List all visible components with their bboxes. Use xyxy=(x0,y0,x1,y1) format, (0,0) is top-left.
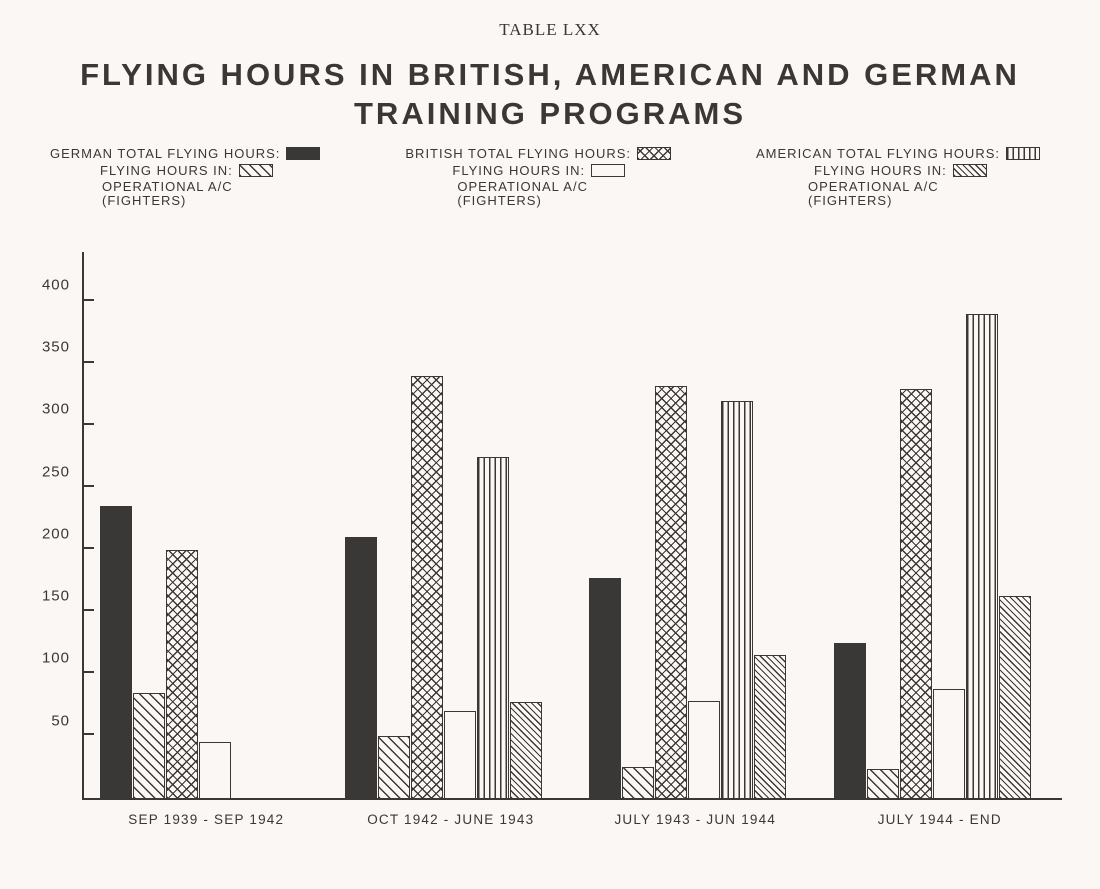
legend-american-op-sub1: OPERATIONAL A/C xyxy=(756,180,1040,194)
bar-american_op xyxy=(510,702,542,798)
bar-american_total xyxy=(966,314,998,798)
page-root: TABLE LXX FLYING HOURS IN BRITISH, AMERI… xyxy=(0,0,1100,889)
legend-german-op-sub2: (FIGHTERS) xyxy=(50,194,320,208)
bars-row xyxy=(335,252,568,798)
plot-region: SEP 1939 - SEP 1942OCT 1942 - JUNE 1943J… xyxy=(82,252,1062,800)
y-axis-label: 300 xyxy=(42,401,82,418)
bar-german_total xyxy=(345,537,377,798)
bar-british_total xyxy=(166,550,198,798)
bar-german_total xyxy=(100,506,132,798)
y-axis-tick xyxy=(84,733,94,735)
legend-american-total-label: AMERICAN TOTAL FLYING HOURS: xyxy=(756,146,1000,161)
bar-german_op xyxy=(867,769,899,798)
legend-british: BRITISH TOTAL FLYING HOURS: FLYING HOURS… xyxy=(405,146,671,209)
bar-british_op xyxy=(444,711,476,798)
y-axis-tick xyxy=(84,423,94,425)
bar-american_op xyxy=(754,655,786,798)
y-axis-tick xyxy=(84,485,94,487)
bar-groups: SEP 1939 - SEP 1942OCT 1942 - JUNE 1943J… xyxy=(84,252,1062,798)
x-axis-label: JULY 1943 - JUN 1944 xyxy=(573,798,818,827)
chart-title: FLYING HOURS IN BRITISH, AMERICAN AND GE… xyxy=(0,40,1100,140)
bar-german_total xyxy=(834,643,866,798)
bar-group: OCT 1942 - JUNE 1943 xyxy=(329,252,574,798)
x-axis-label: SEP 1939 - SEP 1942 xyxy=(84,798,329,827)
bar-german_total xyxy=(589,578,621,798)
y-axis-tick xyxy=(84,547,94,549)
y-axis-label: 150 xyxy=(42,588,82,605)
legend: GERMAN TOTAL FLYING HOURS: FLYING HOURS … xyxy=(0,140,1100,213)
y-axis-label: 100 xyxy=(42,650,82,667)
y-axis-label: 200 xyxy=(42,525,82,542)
legend-german-op-label: FLYING HOURS IN: xyxy=(50,163,233,178)
x-axis-label: JULY 1944 - END xyxy=(818,798,1063,827)
y-axis-tick xyxy=(84,609,94,611)
y-axis-label: 400 xyxy=(42,276,82,293)
x-axis-label: OCT 1942 - JUNE 1943 xyxy=(329,798,574,827)
swatch-cross-icon xyxy=(637,147,671,160)
legend-british-op-sub1: OPERATIONAL A/C xyxy=(405,180,671,194)
bar-british_total xyxy=(900,389,932,799)
bar-british_total xyxy=(655,386,687,798)
bar-american_total xyxy=(477,457,509,798)
y-axis-label: 250 xyxy=(42,463,82,480)
bars-row xyxy=(579,252,812,798)
bar-american_total xyxy=(721,401,753,798)
legend-american-op-label: FLYING HOURS IN: xyxy=(756,163,947,178)
legend-american-op-sub2: (FIGHTERS) xyxy=(756,194,1040,208)
bar-british_op xyxy=(199,742,231,798)
bar-group: JULY 1944 - END xyxy=(818,252,1063,798)
chart-area: SEP 1939 - SEP 1942OCT 1942 - JUNE 1943J… xyxy=(62,252,1062,852)
legend-british-op-label: FLYING HOURS IN: xyxy=(405,163,585,178)
swatch-diag-icon xyxy=(239,164,273,177)
bars-row xyxy=(824,252,1057,798)
legend-british-total-label: BRITISH TOTAL FLYING HOURS: xyxy=(405,146,631,161)
legend-british-op-sub2: (FIGHTERS) xyxy=(405,194,671,208)
y-axis-label: 50 xyxy=(51,712,82,729)
legend-german-total-label: GERMAN TOTAL FLYING HOURS: xyxy=(50,146,280,161)
bar-german_op xyxy=(622,767,654,798)
legend-american: AMERICAN TOTAL FLYING HOURS: FLYING HOUR… xyxy=(756,146,1040,209)
bars-row xyxy=(90,252,323,798)
y-axis-label: 350 xyxy=(42,339,82,356)
bar-british_total xyxy=(411,376,443,798)
bar-german_op xyxy=(378,736,410,798)
bar-group: SEP 1939 - SEP 1942 xyxy=(84,252,329,798)
bar-group: JULY 1943 - JUN 1944 xyxy=(573,252,818,798)
legend-german: GERMAN TOTAL FLYING HOURS: FLYING HOURS … xyxy=(50,146,320,209)
bar-german_op xyxy=(133,693,165,798)
bar-british_op xyxy=(933,689,965,798)
swatch-vert-icon xyxy=(1006,147,1040,160)
y-axis-tick xyxy=(84,361,94,363)
y-axis-tick xyxy=(84,671,94,673)
bar-british_op xyxy=(688,701,720,798)
swatch-diag-tight-icon xyxy=(953,164,987,177)
swatch-blank-icon xyxy=(591,164,625,177)
table-number: TABLE LXX xyxy=(0,0,1100,40)
legend-german-op-sub1: OPERATIONAL A/C xyxy=(50,180,320,194)
swatch-solid-icon xyxy=(286,147,320,160)
bar-american_op xyxy=(999,596,1031,798)
y-axis-tick xyxy=(84,299,94,301)
